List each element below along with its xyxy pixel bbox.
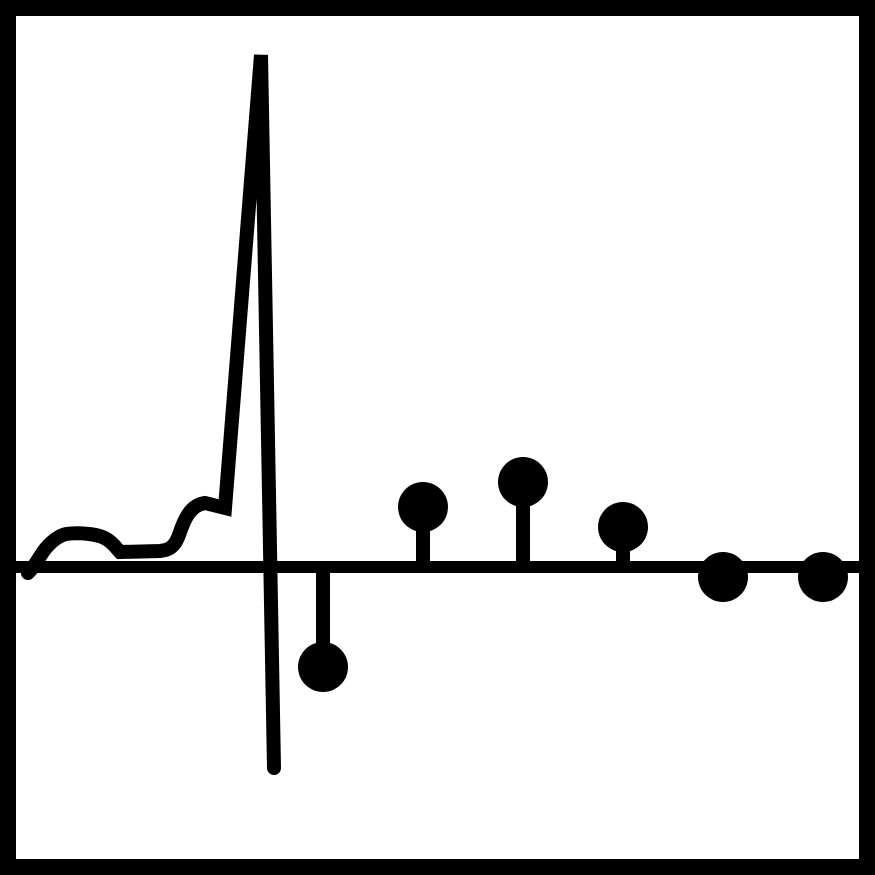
stem-marker-6 — [798, 552, 848, 602]
stem-marker-3 — [498, 457, 548, 507]
stem-marker-1 — [298, 642, 348, 692]
stem-samples — [298, 457, 848, 692]
stem-marker-5 — [698, 552, 748, 602]
pulse-waveform — [21, 54, 281, 775]
stem-marker-2 — [398, 482, 448, 532]
stem-marker-4 — [598, 502, 648, 552]
